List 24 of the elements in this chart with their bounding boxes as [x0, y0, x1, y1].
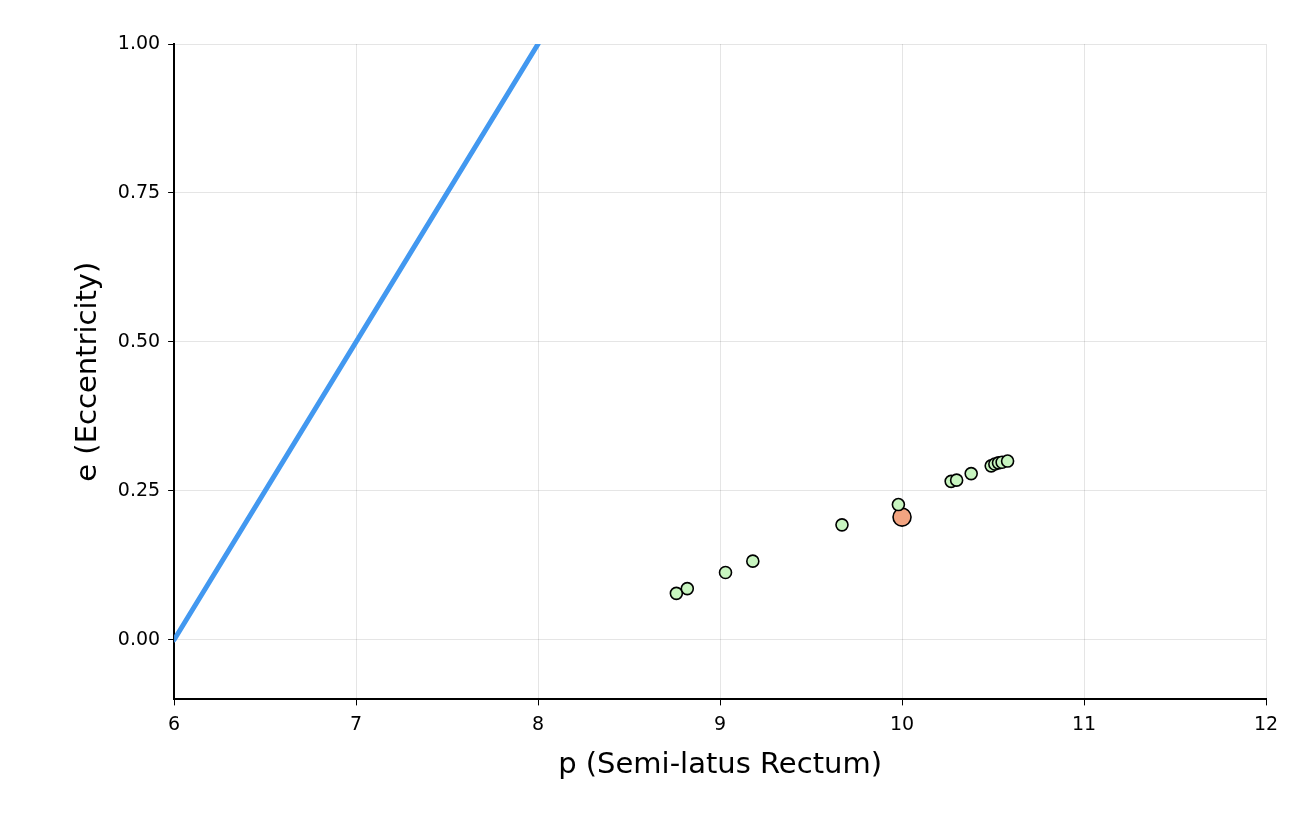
y-tick-label: 0.25 — [117, 477, 161, 500]
y-tick-label: 0.00 — [117, 626, 161, 649]
point — [680, 581, 695, 596]
point — [669, 586, 684, 601]
point — [891, 497, 906, 512]
x-tick-label: 12 — [1253, 711, 1279, 734]
x-axis-title: p (Semi-latus Rectum) — [558, 746, 882, 781]
y-tick-label: 0.75 — [117, 179, 161, 202]
x-tick-label: 9 — [714, 711, 727, 734]
point — [964, 466, 978, 481]
x-tick-label: 10 — [889, 711, 915, 734]
y-axis-title: e (Eccentricity) — [68, 261, 103, 482]
x-tick-label: 6 — [168, 711, 181, 734]
x-tick-label: 11 — [1071, 711, 1097, 734]
point — [746, 554, 760, 568]
y-tick-label: 0.50 — [117, 328, 161, 351]
point — [892, 507, 912, 527]
point — [835, 518, 849, 532]
x-tick-label: 8 — [532, 711, 545, 734]
x-tick-label: 7 — [350, 711, 363, 734]
point — [949, 473, 964, 487]
y-tick-label: 1.00 — [117, 30, 161, 53]
point — [1000, 454, 1015, 468]
point — [718, 565, 733, 580]
